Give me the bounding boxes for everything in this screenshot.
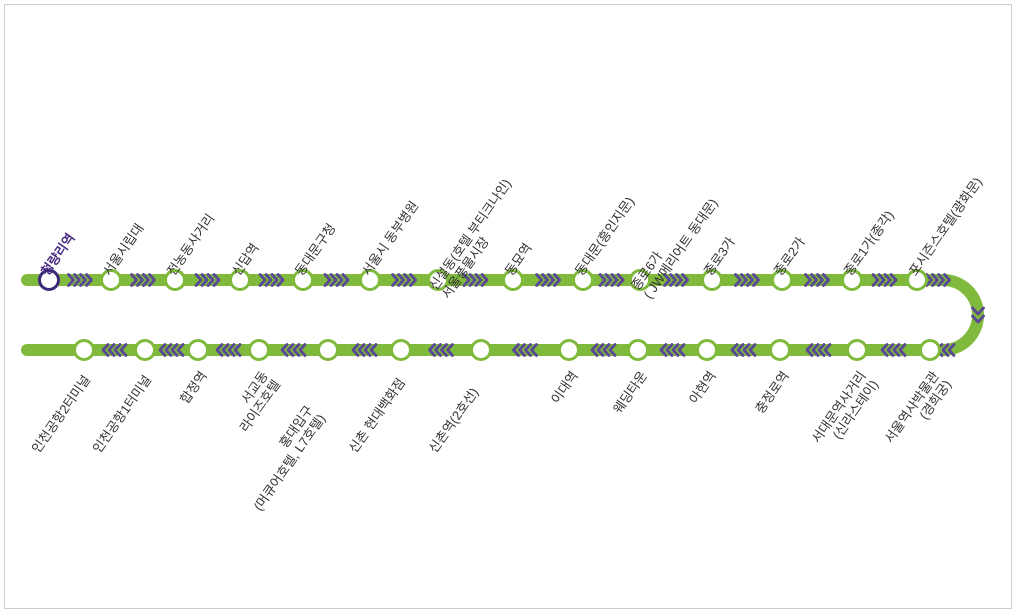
station-node xyxy=(319,341,338,360)
station-node xyxy=(392,341,411,360)
station-node xyxy=(189,341,208,360)
station-node xyxy=(848,341,867,360)
station-node xyxy=(136,341,155,360)
route-map xyxy=(0,0,1016,613)
station-node xyxy=(75,341,94,360)
station-node xyxy=(472,341,491,360)
station-node xyxy=(771,341,790,360)
station-node xyxy=(698,341,717,360)
station-node xyxy=(921,341,940,360)
station-node xyxy=(560,341,579,360)
station-node xyxy=(629,341,648,360)
station-node xyxy=(250,341,269,360)
